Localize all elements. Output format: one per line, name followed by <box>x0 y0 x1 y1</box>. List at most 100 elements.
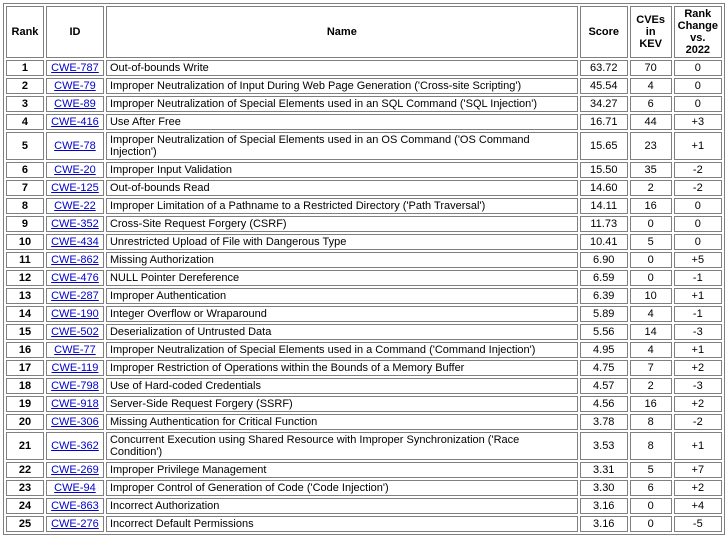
cwe-id-link[interactable]: CWE-476 <box>51 272 99 284</box>
name-cell: Improper Neutralization of Special Eleme… <box>105 96 578 112</box>
cwe-id-cell: CWE-119 <box>45 360 104 376</box>
cves-kev-cell: 6 <box>629 96 672 112</box>
table-row: 20 CWE-306 Missing Authentication for Crit… <box>6 414 722 430</box>
rank-cell: 15 <box>6 324 44 340</box>
rank-cell: 3 <box>6 96 44 112</box>
cwe-id-link[interactable]: CWE-119 <box>51 362 99 374</box>
rank-change-cell: +2 <box>673 396 722 412</box>
cwe-id-link[interactable]: CWE-79 <box>54 80 96 92</box>
cves-kev-cell: 0 <box>629 498 672 514</box>
score-cell: 45.54 <box>579 78 628 94</box>
table-row: 4 CWE-416 Use After Free 16.71 44 +3 <box>6 114 722 130</box>
name-cell: Server-Side Request Forgery (SSRF) <box>105 396 578 412</box>
cwe-id-link[interactable]: CWE-89 <box>54 98 96 110</box>
rank-cell: 20 <box>6 414 44 430</box>
name-cell: Improper Input Validation <box>105 162 578 178</box>
table-row: 10 CWE-434 Unrestricted Upload of File wit… <box>6 234 722 250</box>
rank-change-cell: 0 <box>673 198 722 214</box>
cwe-id-link[interactable]: CWE-362 <box>51 440 99 452</box>
rank-cell: 2 <box>6 78 44 94</box>
table-row: 22 CWE-269 Improper Privilege Management 3.… <box>6 462 722 478</box>
rank-cell: 18 <box>6 378 44 394</box>
cwe-id-link[interactable]: CWE-276 <box>51 518 99 530</box>
name-cell: Out-of-bounds Write <box>105 60 578 76</box>
name-cell: Use After Free <box>105 114 578 130</box>
cwe-id-cell: CWE-79 <box>45 78 104 94</box>
rank-change-cell: -3 <box>673 378 722 394</box>
rank-change-cell: -5 <box>673 516 722 532</box>
name-cell: NULL Pointer Dereference <box>105 270 578 286</box>
name-cell: Unrestricted Upload of File with Dangero… <box>105 234 578 250</box>
cwe-table-body: 1 CWE-787 Out-of-bounds Write 63.72 70 0 2 CWE-… <box>6 60 722 532</box>
cwe-id-link[interactable]: CWE-22 <box>54 200 96 212</box>
cwe-id-link[interactable]: CWE-863 <box>51 500 99 512</box>
cves-kev-cell: 5 <box>629 234 672 250</box>
cves-kev-cell: 4 <box>629 342 672 358</box>
rank-change-cell: +1 <box>673 432 722 460</box>
cwe-id-link[interactable]: CWE-352 <box>51 218 99 230</box>
cwe-id-link[interactable]: CWE-269 <box>51 464 99 476</box>
cwe-id-link[interactable]: CWE-787 <box>51 62 99 74</box>
cwe-id-link[interactable]: CWE-918 <box>51 398 99 410</box>
cwe-id-cell: CWE-190 <box>45 306 104 322</box>
cwe-id-link[interactable]: CWE-287 <box>51 290 99 302</box>
table-header: Rank ID Name Score CVEs in KEV Rank Chan… <box>6 6 722 58</box>
cwe-id-cell: CWE-862 <box>45 252 104 268</box>
cwe-id-cell: CWE-434 <box>45 234 104 250</box>
cwe-id-link[interactable]: CWE-78 <box>54 140 96 152</box>
cwe-id-cell: CWE-416 <box>45 114 104 130</box>
rank-change-cell: -3 <box>673 324 722 340</box>
cwe-id-link[interactable]: CWE-77 <box>54 344 96 356</box>
cwe-id-cell: CWE-476 <box>45 270 104 286</box>
rank-change-cell: -2 <box>673 414 722 430</box>
rank-change-cell: 0 <box>673 234 722 250</box>
cves-kev-cell: 10 <box>629 288 672 304</box>
rank-change-cell: -2 <box>673 162 722 178</box>
rank-cell: 7 <box>6 180 44 196</box>
table-row: 6 CWE-20 Improper Input Validation 15.50 35-… <box>6 162 722 178</box>
name-cell: Cross-Site Request Forgery (CSRF) <box>105 216 578 232</box>
cwe-id-link[interactable]: CWE-798 <box>51 380 99 392</box>
score-cell: 15.65 <box>579 132 628 160</box>
table-row: 24 CWE-863 Incorrect Authorization 3.16 0 +4 <box>6 498 722 514</box>
cwe-id-link[interactable]: CWE-94 <box>54 482 96 494</box>
rank-cell: 11 <box>6 252 44 268</box>
cves-kev-cell: 6 <box>629 480 672 496</box>
cwe-id-cell: CWE-352 <box>45 216 104 232</box>
rank-change-cell: +7 <box>673 462 722 478</box>
cwe-id-cell: CWE-20 <box>45 162 104 178</box>
score-cell: 63.72 <box>579 60 628 76</box>
cwe-id-cell: CWE-125 <box>45 180 104 196</box>
score-cell: 5.56 <box>579 324 628 340</box>
cves-kev-cell: 44 <box>629 114 672 130</box>
cwe-id-link[interactable]: CWE-306 <box>51 416 99 428</box>
rank-change-cell: +1 <box>673 288 722 304</box>
cves-kev-cell: 2 <box>629 180 672 196</box>
cwe-id-link[interactable]: CWE-502 <box>51 326 99 338</box>
rank-cell: 14 <box>6 306 44 322</box>
table-row: 2 CWE-79 Improper Neutralization of Input … <box>6 78 722 94</box>
rank-cell: 24 <box>6 498 44 514</box>
cves-kev-cell: 23 <box>629 132 672 160</box>
table-row: 19 CWE-918 Server-Side Request Forgery (SS… <box>6 396 722 412</box>
rank-change-cell: -2 <box>673 180 722 196</box>
cwe-id-link[interactable]: CWE-125 <box>51 182 99 194</box>
cwe-id-cell: CWE-787 <box>45 60 104 76</box>
rank-cell: 16 <box>6 342 44 358</box>
table-row: 14 CWE-190 Integer Overflow or Wraparound 5… <box>6 306 722 322</box>
score-cell: 3.53 <box>579 432 628 460</box>
score-cell: 10.41 <box>579 234 628 250</box>
name-cell: Incorrect Authorization <box>105 498 578 514</box>
cves-kev-cell: 8 <box>629 432 672 460</box>
rank-cell: 1 <box>6 60 44 76</box>
cwe-id-link[interactable]: CWE-434 <box>51 236 99 248</box>
cwe-id-link[interactable]: CWE-20 <box>54 164 96 176</box>
cwe-id-cell: CWE-22 <box>45 198 104 214</box>
table-row: 3 CWE-89 Improper Neutralization of Specia… <box>6 96 722 112</box>
cwe-id-link[interactable]: CWE-416 <box>51 116 99 128</box>
cwe-id-link[interactable]: CWE-862 <box>51 254 99 266</box>
cves-kev-cell: 0 <box>629 216 672 232</box>
cwe-id-link[interactable]: CWE-190 <box>51 308 99 320</box>
name-cell: Missing Authentication for Critical Func… <box>105 414 578 430</box>
cves-kev-cell: 8 <box>629 414 672 430</box>
